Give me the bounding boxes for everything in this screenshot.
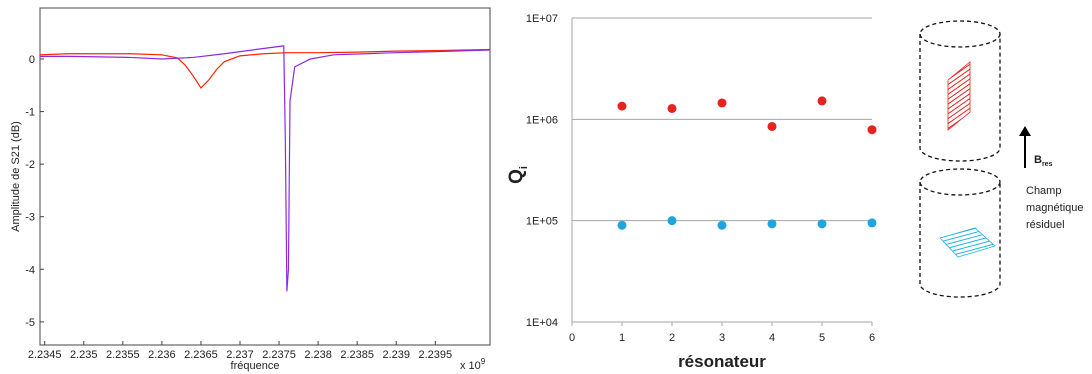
x-tick-label: 6 [869,332,875,344]
y-tick-label: -3 [25,212,35,224]
y-tick-label: 1E+05 [526,216,558,228]
y-tick-label: 1E+06 [526,114,558,126]
y-tick-label: 0 [29,54,35,66]
x-tick-label: 2.236 [148,349,176,361]
series-line [39,48,491,89]
y-tick-label: -2 [25,159,35,171]
y-axis-label: Amplitude de S21 (dB) [10,121,22,232]
resonator-horizontal [939,227,996,258]
caption-line: magnétique [1026,202,1084,214]
x-tick-label: 2.2385 [340,349,374,361]
quality-chart: 1E+04 1E+05 1E+06 1E+07 0 1 2 3 4 5 6 résonateur Qi [506,13,877,371]
cylinder-top [919,20,1001,48]
x-tick-label: 2.238 [304,349,332,361]
point [867,125,877,135]
cylinder-body [919,34,1001,162]
x-tick-label: 2 [669,332,675,344]
x-multiplier: x 109 [460,357,486,372]
field-arrow [1019,126,1031,168]
x-tick-label: 2.2395 [418,349,452,361]
cylinder-top [919,168,1001,196]
field-label: Bres [1034,154,1053,168]
x-tick-label: 2.237 [226,349,254,361]
x-tick-label: 5 [819,332,825,344]
x-axis-label: fréquence [231,360,280,372]
point [817,96,827,106]
point [767,121,777,131]
point [617,220,627,230]
x-multiplier-base: x 10 [460,360,481,372]
x-tick-label: 2.2345 [28,349,62,361]
point [667,216,677,226]
diagram [919,20,1001,298]
x-tick-label: 2.2365 [184,349,218,361]
caption-line: résiduel [1026,219,1065,231]
point [667,103,677,113]
x-tick-label: 1 [619,332,625,344]
x-tick-label: 0 [569,332,575,344]
cylinder-body [919,182,1001,298]
plot-frame [39,7,491,346]
y-tick-label: -1 [25,107,35,119]
y-tick-label: 1E+04 [526,317,558,329]
point [617,101,627,111]
x-tick-label: 2.2355 [106,349,140,361]
point [767,219,777,229]
y-axis-subscript: i [518,166,530,169]
resonator-vertical [947,61,971,131]
series-line [40,45,491,292]
y-tick-label: -5 [25,317,35,329]
x-tick-label: 2.239 [382,349,410,361]
field-symbol: B [1034,154,1042,166]
x-multiplier-exp: 9 [481,357,486,366]
point [867,218,877,228]
y-axis-symbol: Q [506,169,527,184]
y-axis-label: Qi [506,166,530,184]
caption-line: Champ [1026,185,1061,197]
y-tick-label: -4 [25,264,35,276]
x-tick-label: 4 [769,332,775,344]
point [817,219,827,229]
x-tick-label: 2.235 [70,349,98,361]
x-axis-label: résonateur [678,352,766,371]
y-tick-label: 1E+07 [526,13,558,25]
x-tick-label: 2.2375 [262,349,296,361]
x-tick-label: 3 [719,332,725,344]
spectrum-chart: -5 -4 -3 -2 -1 0 2.2345 2.235 2.2355 2.236 2.2365 2… [10,7,491,372]
point [717,98,727,108]
point [717,220,727,230]
field-subscript: res [1042,161,1053,168]
